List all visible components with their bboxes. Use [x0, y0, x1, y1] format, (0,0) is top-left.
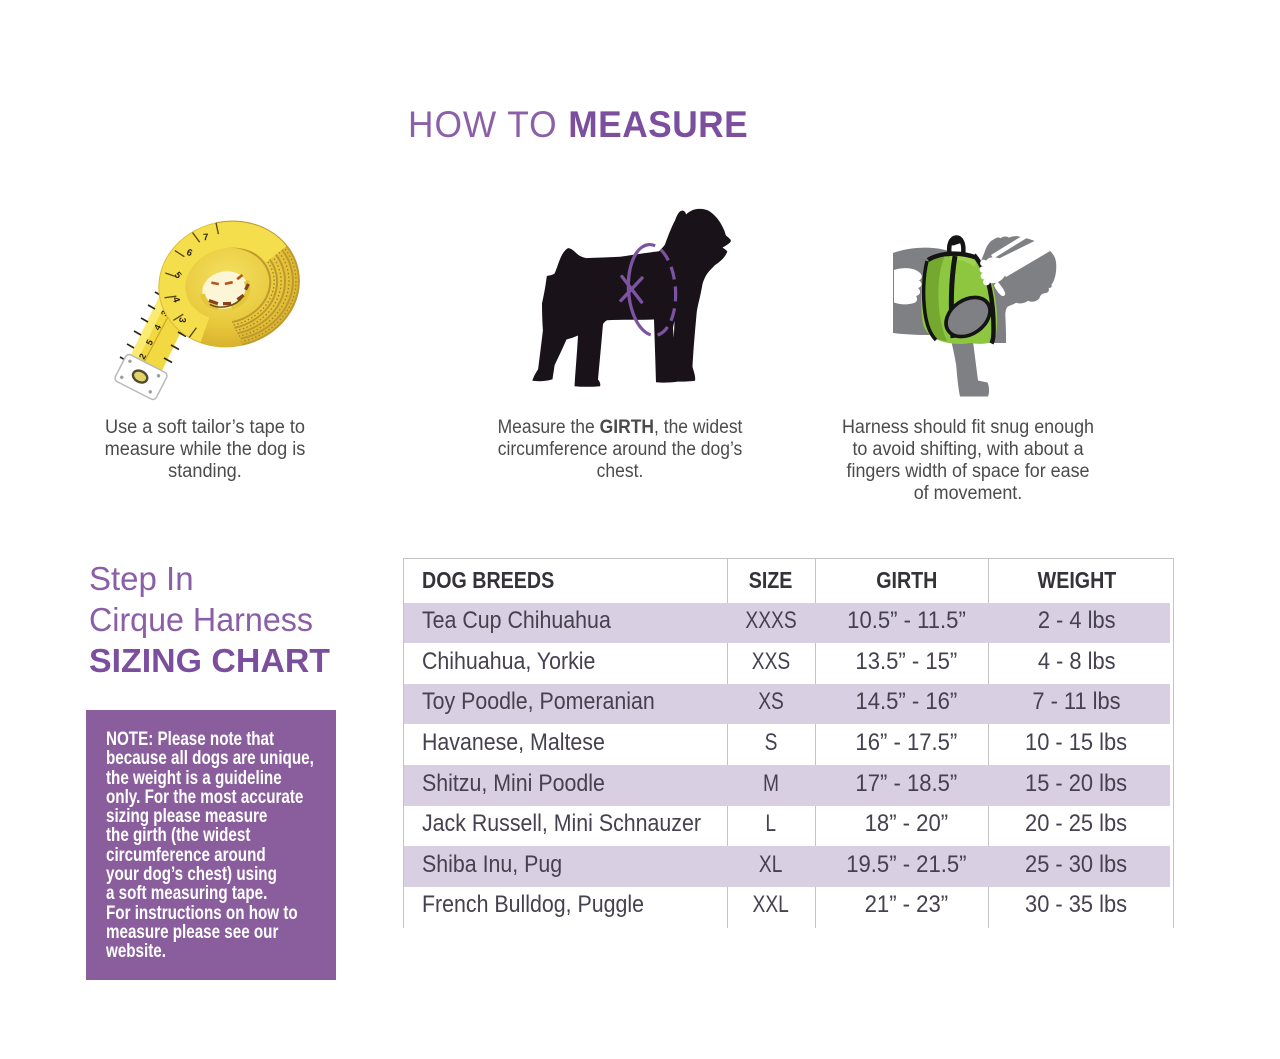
svg-text:7: 7	[203, 232, 209, 243]
svg-text:5: 5	[144, 338, 155, 347]
svg-text:4: 4	[170, 296, 182, 305]
svg-text:4: 4	[152, 323, 163, 332]
svg-text:2: 2	[137, 352, 148, 361]
svg-text:6: 6	[185, 247, 194, 259]
svg-text:3: 3	[176, 317, 188, 324]
svg-text:5: 5	[172, 270, 184, 282]
svg-text:3: 3	[159, 309, 170, 318]
